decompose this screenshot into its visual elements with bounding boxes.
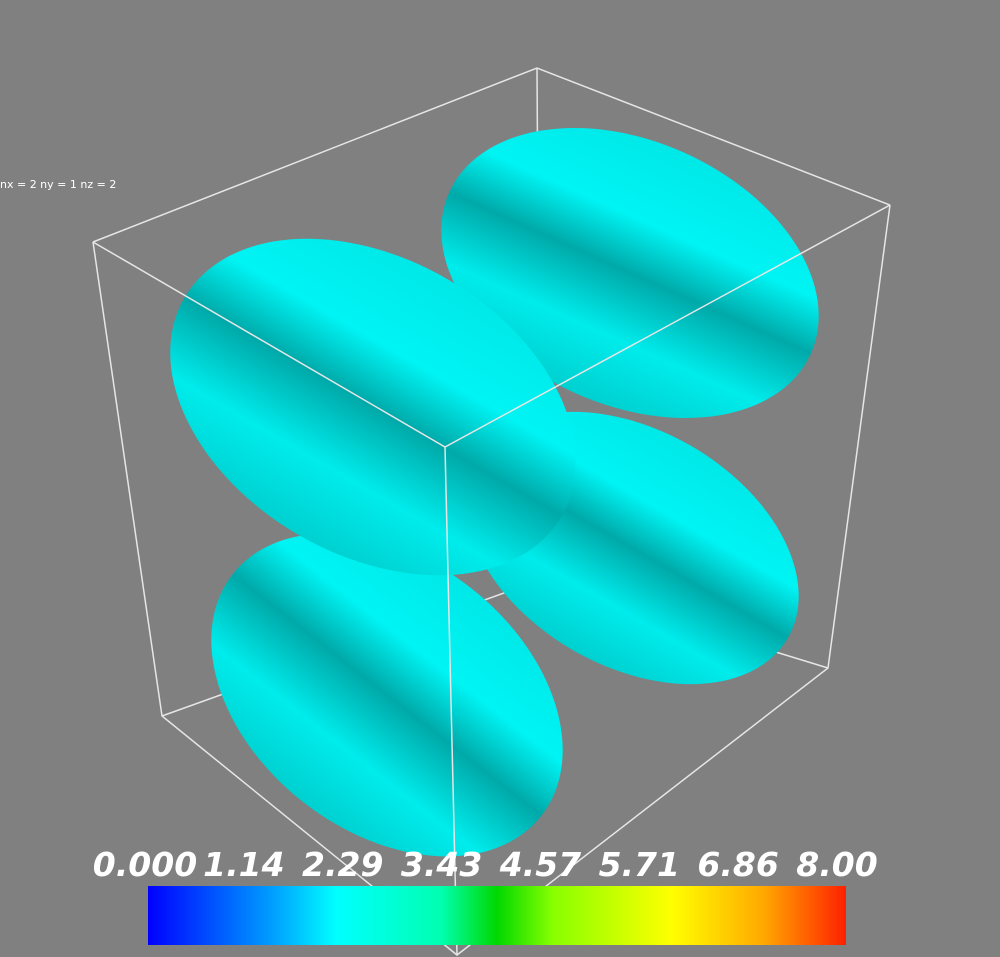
- colorbar-labels: 0.000 1.14 2.29 3.43 4.57 5.71 6.86 8.00: [93, 845, 878, 884]
- colorbar-label: 6.86: [697, 845, 778, 884]
- colorbar-label: 8.00: [796, 845, 877, 884]
- ellipsoid: [441, 127, 819, 419]
- isosurfaces: [170, 127, 819, 857]
- bounding-box: [92, 67, 891, 956]
- colorbar-label: 5.71: [599, 845, 680, 884]
- colorbar-label: 4.57: [499, 845, 581, 884]
- colorbar-label: 0.000: [93, 845, 197, 884]
- colorbar-label: 1.14: [203, 845, 284, 884]
- colorbar-label: 2.29: [302, 845, 383, 884]
- ellipsoid: [211, 533, 563, 857]
- colorbar-label: 3.43: [401, 845, 482, 884]
- ellipsoid: [170, 238, 576, 576]
- colorbar: [148, 886, 846, 945]
- annotation: nx = 2 ny = 1 nz = 2: [0, 178, 116, 191]
